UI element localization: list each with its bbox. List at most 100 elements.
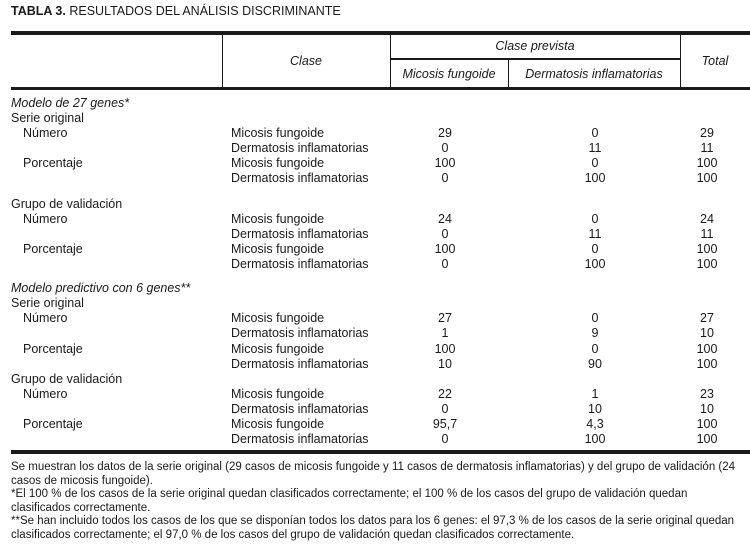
total-value: 10 <box>700 402 714 416</box>
table-row: Grupo de validación <box>0 197 750 212</box>
table-title: TABLA 3. RESULTADOS DEL ANÁLISIS DISCRIM… <box>11 4 341 18</box>
table-row: Dermatosis inflamatorias 0 100 100 <box>0 432 750 447</box>
total-value: 29 <box>700 126 714 140</box>
clase-cell: Dermatosis inflamatorias <box>231 357 369 371</box>
total-value: 27 <box>700 311 714 325</box>
group-heading: Serie original <box>11 296 84 310</box>
clase-cell: Micosis fungoide <box>231 212 325 226</box>
total-value: 11 <box>700 141 714 155</box>
total-value: 24 <box>700 212 714 226</box>
measure-label: Número <box>23 212 68 226</box>
group-heading: Grupo de validación <box>11 372 123 386</box>
dermatosis-value: 10 <box>588 402 602 416</box>
dermatosis-value: 0 <box>591 342 599 356</box>
header-dermatosis: Dermatosis inflamatorias <box>525 67 663 81</box>
table-row: Dermatosis inflamatorias 0 11 11 <box>0 141 750 156</box>
dermatosis-value: 9 <box>591 326 599 340</box>
table-row: Serie original <box>0 111 750 126</box>
total-value: 100 <box>696 257 718 271</box>
micosis-value: 100 <box>434 242 456 256</box>
total-value: 100 <box>696 242 718 256</box>
table-row: Número Micosis fungoide 22 1 23 <box>0 387 750 402</box>
micosis-value: 27 <box>438 311 452 325</box>
dermatosis-value: 100 <box>584 257 606 271</box>
table-row: Número Micosis fungoide 29 0 29 <box>0 126 750 141</box>
dermatosis-value: 90 <box>588 357 602 371</box>
micosis-value: 29 <box>438 126 452 140</box>
table-row: Porcentaje Micosis fungoide 100 0 100 <box>0 342 750 357</box>
column-divider <box>390 35 391 87</box>
clase-cell: Micosis fungoide <box>231 387 325 401</box>
header-total: Total <box>701 54 729 68</box>
dermatosis-value: 11 <box>588 227 602 241</box>
dermatosis-value: 0 <box>591 311 599 325</box>
header-micosis: Micosis fungoide <box>402 67 496 81</box>
table-row: Porcentaje Micosis fungoide 100 0 100 <box>0 242 750 257</box>
clase-cell: Micosis fungoide <box>231 417 325 431</box>
table-row: Número Micosis fungoide 24 0 24 <box>0 212 750 227</box>
total-value: 100 <box>696 342 718 356</box>
footnote: **Se han incluido todos los casos de los… <box>11 515 735 541</box>
micosis-value: 1 <box>441 326 449 340</box>
total-value: 23 <box>700 387 714 401</box>
table-row: Modelo de 27 genes* <box>0 96 750 111</box>
table-row: Número Micosis fungoide 27 0 27 <box>0 311 750 326</box>
footnote: *El 100 % de los casos de la serie origi… <box>11 488 688 514</box>
clase-cell: Micosis fungoide <box>231 156 325 170</box>
table-row: Modelo predictivo con 6 genes** <box>0 281 750 296</box>
total-value: 100 <box>696 156 718 170</box>
clase-cell: Dermatosis inflamatorias <box>231 227 369 241</box>
bottom-rule <box>11 450 750 454</box>
table-number: TABLA 3. <box>11 4 66 18</box>
dermatosis-value: 0 <box>591 212 599 226</box>
micosis-value: 100 <box>434 156 456 170</box>
micosis-value: 24 <box>438 212 452 226</box>
measure-label: Porcentaje <box>23 342 83 356</box>
table-row: Dermatosis inflamatorias 1 9 10 <box>0 326 750 341</box>
column-divider <box>508 60 509 87</box>
group-heading: Serie original <box>11 111 84 125</box>
dermatosis-value: 100 <box>584 171 606 185</box>
micosis-value: 22 <box>438 387 452 401</box>
measure-label: Número <box>23 311 68 325</box>
table-row: Dermatosis inflamatorias 0 100 100 <box>0 257 750 272</box>
table-row: Grupo de validación <box>0 372 750 387</box>
measure-label: Número <box>23 387 68 401</box>
group-heading: Grupo de validación <box>11 197 123 211</box>
micosis-value: 10 <box>438 357 452 371</box>
column-divider <box>222 35 223 87</box>
clase-cell: Dermatosis inflamatorias <box>231 257 369 271</box>
micosis-value: 0 <box>441 257 449 271</box>
table-caption: RESULTADOS DEL ANÁLISIS DISCRIMINANTE <box>69 4 341 18</box>
dermatosis-value: 11 <box>588 141 602 155</box>
total-value: 100 <box>696 357 718 371</box>
header-clase: Clase <box>290 54 322 68</box>
micosis-value: 0 <box>441 141 449 155</box>
table-row: Porcentaje Micosis fungoide 95,7 4,3 100 <box>0 417 750 432</box>
dermatosis-value: 1 <box>591 387 599 401</box>
top-rule <box>11 31 750 35</box>
clase-cell: Dermatosis inflamatorias <box>231 402 369 416</box>
header-rule <box>11 87 750 90</box>
clase-cell: Micosis fungoide <box>231 242 325 256</box>
clase-cell: Micosis fungoide <box>231 126 325 140</box>
clase-cell: Dermatosis inflamatorias <box>231 432 369 446</box>
measure-label: Número <box>23 126 68 140</box>
total-value: 100 <box>696 171 718 185</box>
micosis-value: 100 <box>434 342 456 356</box>
micosis-value: 0 <box>441 432 449 446</box>
micosis-value: 95,7 <box>432 417 458 431</box>
total-value: 10 <box>700 326 714 340</box>
measure-label: Porcentaje <box>23 156 83 170</box>
model-heading: Modelo de 27 genes* <box>11 96 130 110</box>
table-row: Dermatosis inflamatorias 0 10 10 <box>0 402 750 417</box>
dermatosis-value: 100 <box>584 432 606 446</box>
clase-cell: Dermatosis inflamatorias <box>231 141 369 155</box>
table-row: Serie original <box>0 296 750 311</box>
table-row: Dermatosis inflamatorias 10 90 100 <box>0 357 750 372</box>
footnote: Se muestran los datos de la serie origin… <box>11 461 736 487</box>
micosis-value: 0 <box>441 171 449 185</box>
clase-cell: Dermatosis inflamatorias <box>231 326 369 340</box>
clase-cell: Micosis fungoide <box>231 311 325 325</box>
